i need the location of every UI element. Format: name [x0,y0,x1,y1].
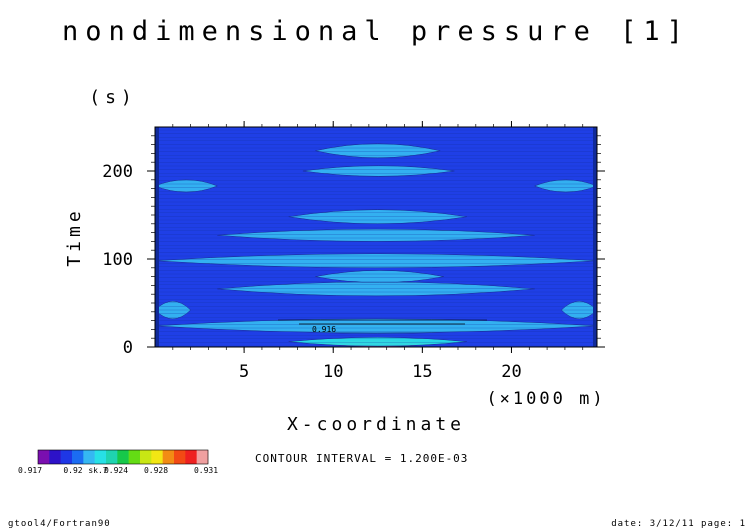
colorbar-swatch [185,450,197,464]
edge-strip [593,127,597,347]
contour-band [302,165,455,177]
colorbar: 0.917 0.92 sk.70.924 0.928 0.931 [18,449,218,475]
contour-interval: CONTOUR INTERVAL = 1.200E-03 [255,452,468,465]
x-tick-label: 20 [501,362,521,382]
contour-band [217,281,535,297]
colorbar-swatch [49,450,61,464]
x-tick-label: 5 [239,362,249,382]
colorbar-tick-label: 0.924 [104,466,128,475]
colorbar-frame [37,449,209,465]
footer-left: gtool4/Fortran90 [8,519,111,529]
colorbar-swatch [128,450,141,464]
contour-label: 0.916 [312,325,336,334]
colorbar-tick-label: 0.928 [144,466,168,475]
colorbar-swatch [60,450,73,464]
x-axis-label: X-coordinate [287,414,465,435]
y-tick-label: 200 [102,162,133,182]
plot-frame [154,126,598,348]
colorbar-tick-label: 0.931 [194,466,218,475]
colorbar-swatch [94,450,107,464]
colorbar-tick-label: sk.7 [88,466,107,475]
x-axis: 5 10 15 20 [172,121,584,382]
chart-title: nondimensional pressure [1] [62,16,690,47]
edge-strip [155,127,159,347]
colorbar-tick-label: 0.917 [18,466,42,475]
contour-band [288,209,467,225]
colorbar-swatch [162,450,175,464]
colorbar-tick-label: 0.92 [63,466,82,475]
contour-band [288,337,467,347]
y-axis: 0 100 200 [102,135,605,358]
contour-band [315,270,444,284]
contour-bands [154,143,598,348]
y-tick-label: 100 [102,250,133,270]
x-tick-label: 10 [323,362,343,382]
colorbar-swatch [83,450,95,464]
colorbar-swatch [151,450,163,464]
x-axis-unit: (×1000 m) [486,389,605,409]
footer-right: date: 3/12/11 page: 1 [611,519,746,529]
y-axis-unit: (s) [89,87,137,108]
y-tick-label: 0 [123,338,133,358]
colorbar-swatch [117,450,129,464]
contour-band [217,228,535,242]
y-axis-label: Time [64,207,85,266]
x-tick-label: 15 [412,362,432,382]
colorbar-swatch [196,450,209,464]
colorbar-swatch [106,450,118,464]
plot-area: 0.916 [154,126,598,348]
colorbar-swatch [174,450,186,464]
contour-band [315,143,441,159]
colorbar-swatch [38,450,50,464]
colorbar-swatch [140,450,152,464]
colorbar-swatch [72,450,84,464]
horizontal-lines [155,127,597,347]
